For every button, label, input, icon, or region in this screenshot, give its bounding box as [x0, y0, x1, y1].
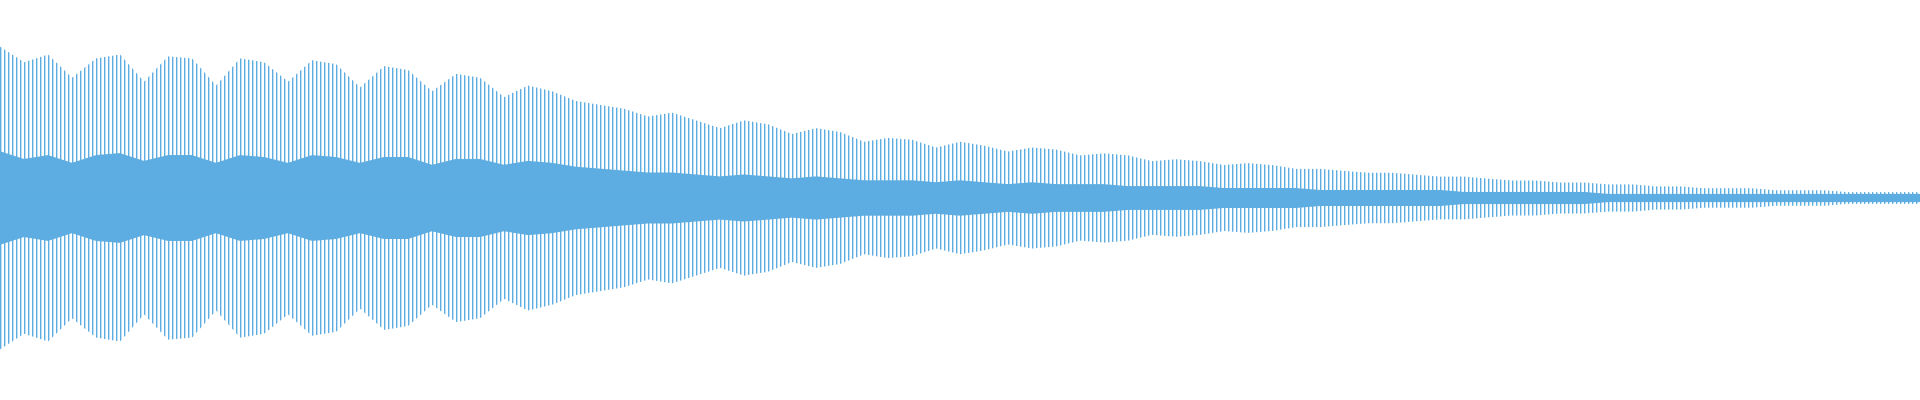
core-envelope — [0, 151, 1920, 199]
core-envelope — [0, 197, 1920, 245]
